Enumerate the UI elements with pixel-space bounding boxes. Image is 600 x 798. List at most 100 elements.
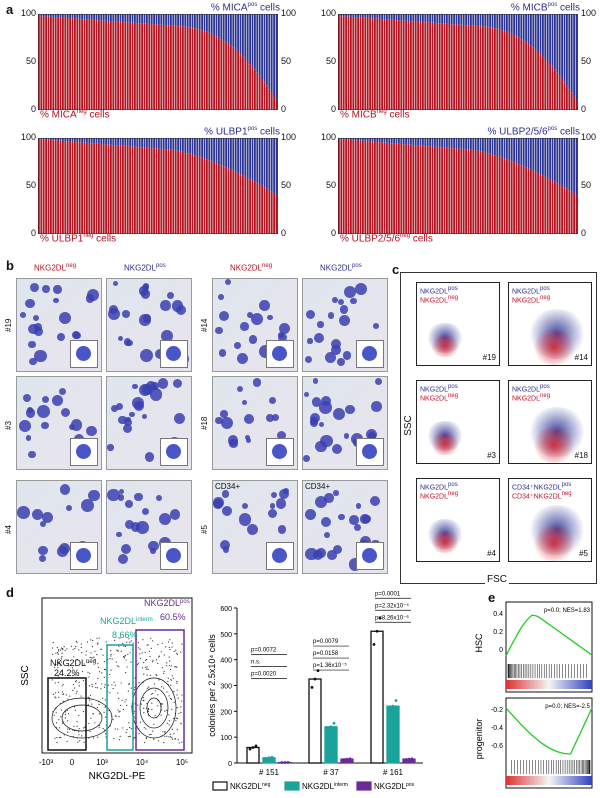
- bar-neg: [429, 22, 431, 110]
- event-dot: [168, 656, 170, 658]
- bar-neg: [359, 140, 362, 234]
- bar-neg: [417, 145, 419, 234]
- event-dot: [114, 639, 116, 641]
- event-dot: [103, 676, 105, 678]
- event-dot: [137, 647, 140, 649]
- micrograph-inset: [160, 542, 188, 570]
- p-value: n.s.: [251, 660, 261, 666]
- bar-pos: [86, 138, 88, 143]
- bar-neg: [342, 139, 345, 234]
- legend-neg: NKG2DLneg: [512, 393, 551, 403]
- gate-box: [106, 644, 134, 751]
- bar-pos: [477, 138, 479, 151]
- event-dot: [74, 674, 76, 676]
- bar-pos: [47, 138, 50, 140]
- bar-neg: [110, 21, 112, 110]
- cell: [316, 548, 326, 558]
- bar-neg: [544, 176, 547, 234]
- bar-pos: [446, 14, 448, 24]
- event-dot: [164, 710, 166, 712]
- bar-neg: [566, 188, 568, 234]
- event-dot: [169, 639, 171, 641]
- event-dot: [76, 690, 78, 692]
- bar-pos: [398, 138, 400, 144]
- cell: [221, 505, 232, 516]
- event-dot: [60, 716, 62, 718]
- bar-neg: [124, 145, 127, 234]
- cell: [34, 349, 47, 363]
- event-dot: [149, 674, 151, 676]
- bar-neg: [270, 191, 273, 234]
- bar-neg: [510, 33, 513, 110]
- event-dot: [61, 691, 64, 693]
- bar-neg: [119, 145, 122, 234]
- event-dot: [168, 724, 170, 726]
- bar-pos: [234, 14, 237, 50]
- bar-neg: [76, 142, 79, 234]
- bar-neg: [275, 195, 278, 234]
- cell: [23, 393, 32, 403]
- bar-neg: [359, 17, 362, 110]
- bar-neg: [256, 72, 259, 110]
- scatter-plot: CD34⁺NKG2DLpos CD34⁺NKG2DLneg #5: [508, 478, 592, 562]
- bar-neg: [196, 28, 199, 110]
- cell: [173, 412, 185, 424]
- bar-pos: [484, 14, 487, 27]
- bar-pos: [194, 14, 196, 29]
- bar-pos: [422, 14, 424, 23]
- bar-neg: [556, 72, 559, 110]
- bar-pos: [340, 138, 343, 140]
- bar-pos: [117, 138, 119, 146]
- bar-neg: [40, 16, 43, 110]
- bar-pos: [424, 138, 427, 146]
- event-dot: [125, 672, 127, 674]
- row-label: #18: [200, 416, 209, 430]
- bar-pos: [261, 138, 263, 186]
- cell: [219, 311, 230, 322]
- bar-neg: [366, 141, 369, 234]
- cell: [28, 340, 36, 349]
- bar-pos: [155, 14, 158, 25]
- bar-pos: [258, 138, 261, 185]
- bar-pos: [486, 138, 489, 154]
- bar-pos: [160, 138, 163, 149]
- bar-neg: [117, 21, 119, 110]
- event-dot: [97, 677, 99, 679]
- event-dot: [97, 666, 99, 669]
- bar-neg: [107, 20, 110, 110]
- bar-pos: [378, 14, 381, 19]
- gsea-tick: -0.4: [491, 725, 503, 732]
- cell: [278, 333, 288, 343]
- bar-pos: [568, 138, 571, 191]
- bar-pos: [206, 14, 208, 32]
- bar-neg: [86, 142, 88, 234]
- event-dot: [126, 641, 128, 643]
- bar-neg: [441, 23, 443, 110]
- event-dot: [171, 737, 173, 739]
- bar-pos: [414, 138, 417, 146]
- bar-pos: [266, 138, 268, 189]
- bar-neg: [534, 49, 537, 110]
- bar-neg: [122, 22, 124, 110]
- micrograph: [106, 480, 192, 574]
- cell: [59, 311, 72, 324]
- enrichment-curve: [505, 614, 593, 657]
- bar-pos: [95, 138, 98, 144]
- bar-neg: [162, 149, 165, 234]
- bar-neg: [546, 61, 549, 110]
- cell: [311, 397, 322, 408]
- bar-neg: [369, 18, 371, 110]
- bar-pos: [177, 138, 179, 151]
- cell: [149, 388, 163, 402]
- bar-pos: [534, 14, 537, 50]
- bar-pos: [448, 14, 451, 24]
- event-dot: [157, 705, 159, 707]
- bar-neg: [570, 191, 573, 234]
- bar-neg: [390, 143, 393, 234]
- sample-id: #5: [579, 549, 588, 558]
- bar-pos: [570, 14, 573, 93]
- bar-neg: [261, 78, 263, 110]
- event-dot: [157, 694, 159, 696]
- bar-neg: [381, 19, 383, 110]
- event-dot: [152, 640, 154, 642]
